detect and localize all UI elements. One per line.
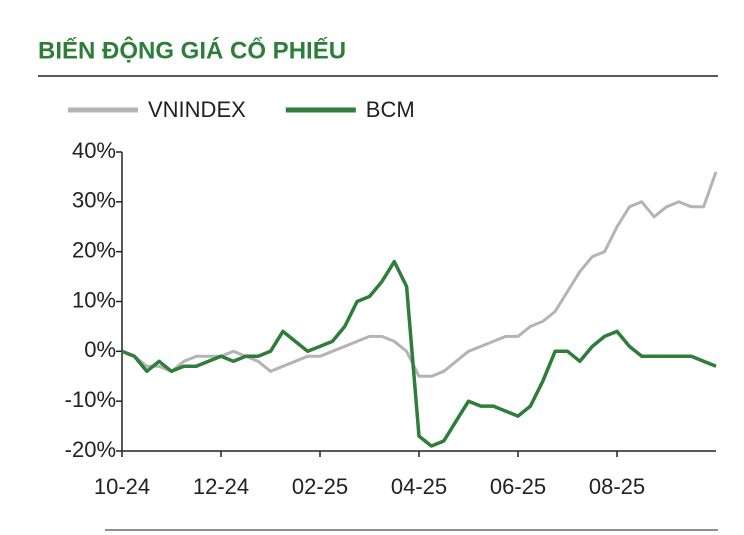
chart-title: BIẾN ĐỘNG GIÁ CỔ PHIẾU [38, 36, 346, 64]
x-tick-label: 06-25 [490, 474, 546, 499]
x-tick-label: 10-24 [94, 474, 150, 499]
x-tick-label: 04-25 [391, 474, 447, 499]
y-tick-label: 20% [72, 237, 116, 262]
y-tick-label: 40% [72, 138, 116, 163]
y-tick-label: 0% [84, 337, 116, 362]
legend-label: BCM [366, 97, 415, 122]
y-tick-label: -20% [65, 437, 116, 462]
legend-label: VNINDEX [148, 97, 246, 122]
y-tick-label: 30% [72, 188, 116, 213]
series-line [121, 259, 717, 448]
x-tick-label: 08-25 [589, 474, 645, 499]
y-tick-label: 10% [72, 287, 116, 312]
x-tick-label: 12-24 [193, 474, 249, 499]
y-tick-label: -10% [65, 387, 116, 412]
x-tick-label: 02-25 [292, 474, 348, 499]
